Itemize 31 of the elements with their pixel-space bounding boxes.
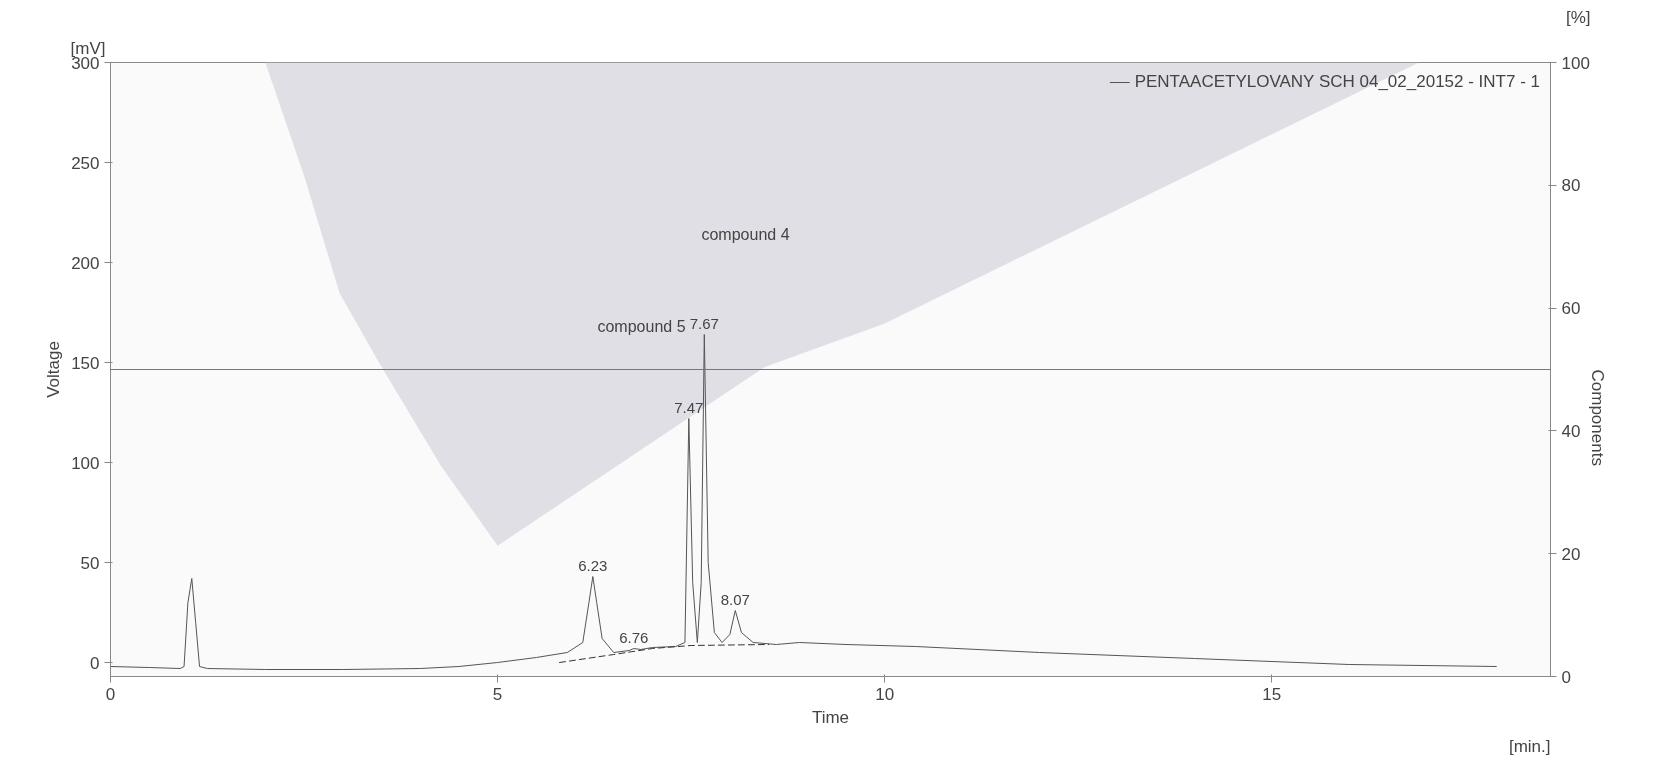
- y-tick-label: 200: [71, 253, 100, 273]
- annotation: 6.23: [578, 556, 608, 574]
- x-tick-label: 0: [105, 684, 116, 704]
- y-tick-label: 50: [80, 553, 100, 573]
- annotation: 8.07: [720, 590, 750, 608]
- y-tick-label: 250: [71, 153, 100, 173]
- annotation: compound 4: [701, 225, 790, 243]
- annotation: 7.67: [689, 314, 719, 332]
- y-tick-label: 0: [90, 653, 100, 673]
- y2-tick-label: 20: [1561, 544, 1581, 564]
- text: [min.]: [1508, 736, 1551, 756]
- y2-tick-label: 60: [1561, 299, 1581, 319]
- x-axis-title: Time: [811, 707, 850, 727]
- line-series: [559, 644, 770, 663]
- line-series: [110, 334, 1497, 670]
- x-tick-label: 15: [1262, 684, 1282, 704]
- annotation: 7.47: [674, 398, 704, 416]
- y-tick-label: 150: [71, 353, 100, 373]
- y-tick-label: 100: [71, 453, 100, 473]
- y2-tick-label: 80: [1561, 176, 1581, 196]
- x-tick-label: 10: [875, 684, 895, 704]
- annotation: compound 5: [597, 317, 686, 335]
- y2-tick-label: 40: [1561, 421, 1581, 441]
- annotation: 6.76: [619, 628, 649, 646]
- y-axis-title: Voltage: [44, 341, 64, 398]
- text: [%]: [1565, 7, 1591, 27]
- y2-tick-label: 0: [1561, 667, 1571, 687]
- y2-axis-title: Components: [1588, 369, 1608, 466]
- x-tick-label: 5: [492, 684, 503, 704]
- y2-tick-label: 100: [1561, 53, 1590, 73]
- legend-label: PENTAACETYLOVANY SCH 04_02_20152 - INT7 - 1: [1134, 72, 1540, 92]
